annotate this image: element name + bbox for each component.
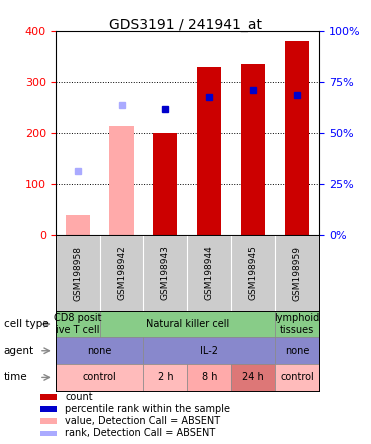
Bar — [275, 364, 319, 391]
Text: 2 h: 2 h — [158, 373, 173, 382]
Bar — [56, 364, 144, 391]
Bar — [197, 67, 221, 235]
Bar — [144, 364, 187, 391]
Bar — [109, 126, 134, 235]
Text: IL-2: IL-2 — [200, 346, 218, 356]
Text: GSM198944: GSM198944 — [205, 246, 214, 301]
Text: none: none — [285, 346, 309, 356]
Bar — [66, 215, 90, 235]
Bar — [40, 394, 57, 400]
Bar — [56, 311, 99, 337]
Text: GSM198943: GSM198943 — [161, 246, 170, 301]
Bar — [153, 133, 177, 235]
Text: GDS3191 / 241941_at: GDS3191 / 241941_at — [109, 18, 262, 32]
Text: control: control — [83, 373, 116, 382]
Text: value, Detection Call = ABSENT: value, Detection Call = ABSENT — [65, 416, 220, 426]
Text: control: control — [280, 373, 314, 382]
Bar — [231, 364, 275, 391]
Bar — [40, 431, 57, 436]
Text: lymphoid
tissues: lymphoid tissues — [275, 313, 320, 335]
Text: GSM198958: GSM198958 — [73, 246, 82, 301]
Text: GSM198959: GSM198959 — [293, 246, 302, 301]
Text: rank, Detection Call = ABSENT: rank, Detection Call = ABSENT — [65, 428, 216, 439]
Text: Natural killer cell: Natural killer cell — [146, 319, 229, 329]
Bar — [285, 41, 309, 235]
Text: 24 h: 24 h — [242, 373, 264, 382]
Text: agent: agent — [4, 346, 34, 356]
Bar — [275, 337, 319, 364]
Text: GSM198945: GSM198945 — [249, 246, 258, 301]
Bar — [40, 406, 57, 412]
Bar — [40, 418, 57, 424]
Text: 8 h: 8 h — [201, 373, 217, 382]
Bar — [187, 364, 231, 391]
Text: percentile rank within the sample: percentile rank within the sample — [65, 404, 230, 414]
Text: cell type: cell type — [4, 319, 48, 329]
Text: CD8 posit
ive T cell: CD8 posit ive T cell — [54, 313, 101, 335]
Text: time: time — [4, 373, 27, 382]
Bar — [144, 337, 275, 364]
Bar — [99, 311, 275, 337]
Text: none: none — [87, 346, 112, 356]
Text: GSM198942: GSM198942 — [117, 246, 126, 301]
Bar — [241, 64, 265, 235]
Bar — [275, 311, 319, 337]
Bar — [56, 337, 144, 364]
Text: count: count — [65, 392, 93, 402]
